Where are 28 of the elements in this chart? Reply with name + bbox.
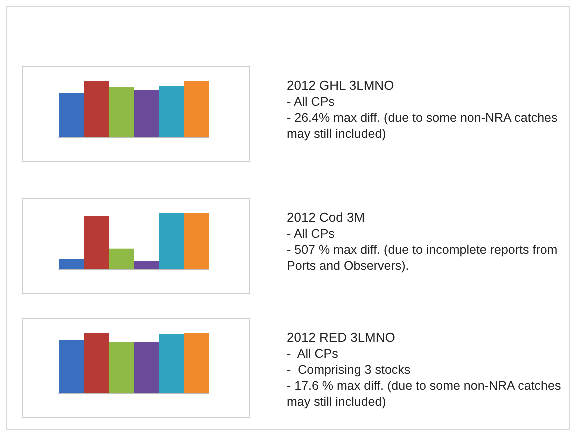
text: - 507 % max diff. (due to incomplete reports from Ports and Observers). bbox=[287, 242, 559, 274]
bar bbox=[134, 342, 159, 393]
text: 2012 Cod 3M bbox=[287, 210, 366, 226]
text: - All CPs bbox=[287, 226, 336, 242]
bar bbox=[84, 333, 109, 393]
bar bbox=[109, 248, 134, 269]
text: - All CPs bbox=[287, 346, 340, 362]
bar bbox=[109, 87, 134, 137]
bar bbox=[184, 333, 209, 393]
bar bbox=[184, 81, 209, 137]
bar bbox=[109, 342, 134, 393]
text: 2012 GHL 3LMNO bbox=[287, 78, 396, 94]
bar bbox=[59, 259, 84, 269]
bar bbox=[184, 213, 209, 269]
bar bbox=[159, 86, 184, 137]
bar bbox=[84, 216, 109, 269]
bar bbox=[84, 81, 109, 137]
bar bbox=[134, 90, 159, 137]
bar bbox=[134, 261, 159, 269]
bar bbox=[159, 213, 184, 269]
bar bbox=[59, 93, 84, 137]
text: 2012 RED 3LMNO bbox=[287, 330, 396, 346]
text: - Comprising 3 stocks bbox=[287, 362, 412, 378]
text: - All CPs bbox=[287, 94, 336, 110]
bar bbox=[159, 334, 184, 393]
text: - 26.4% max diff. (due to some non-NRA catches may still included) bbox=[287, 110, 559, 142]
text: - 17.6 % max diff. (due to some non-NRA catches may still included) bbox=[287, 378, 562, 410]
bar bbox=[59, 340, 84, 393]
